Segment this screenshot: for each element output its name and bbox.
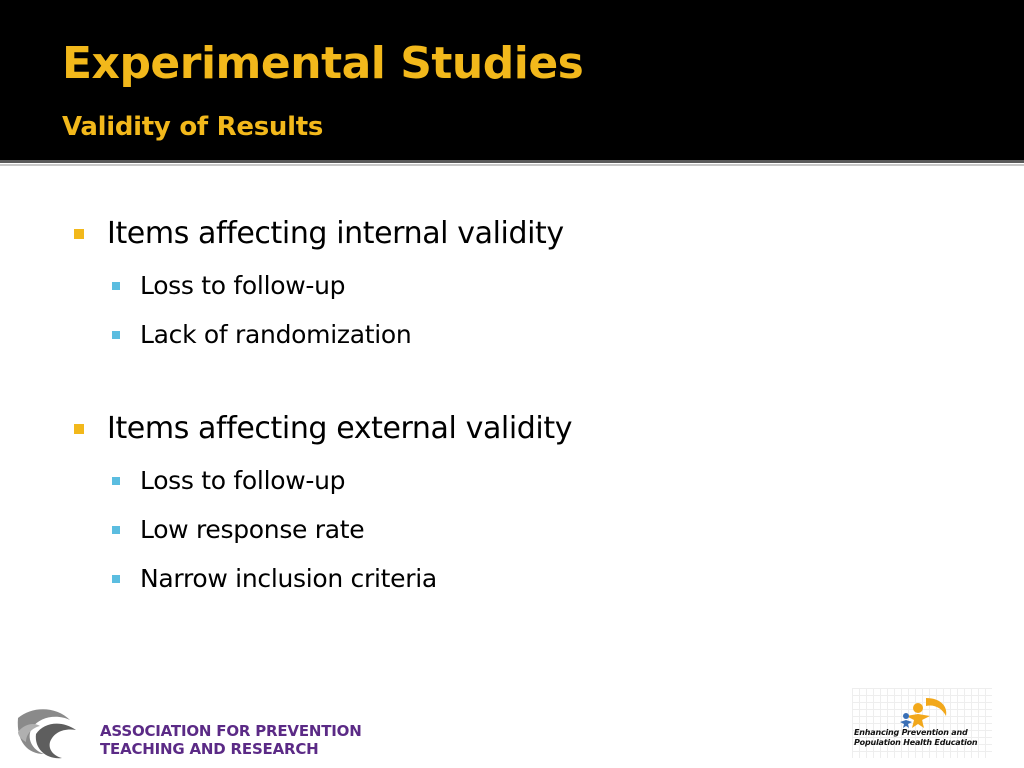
sub-bullet-marker (112, 282, 120, 290)
sub-bullet-marker (112, 575, 120, 583)
sub-bullet-item: Narrow inclusion criteria (140, 564, 437, 593)
eppe-tagline-line2: Population Health Education (854, 738, 978, 747)
sub-bullet-marker (112, 477, 120, 485)
slide-title: Experimental Studies (62, 38, 584, 89)
eppe-logo: Enhancing Prevention and Population Heal… (852, 688, 992, 758)
sub-bullet-marker (112, 331, 120, 339)
bullet-internal-validity: Items affecting internal validity (107, 216, 564, 251)
title-bar: Experimental Studies Validity of Results (0, 0, 1024, 160)
aptr-name-line2: TEACHING AND RESEARCH (100, 740, 319, 758)
aptr-name-line1: ASSOCIATION FOR PREVENTION (100, 722, 362, 740)
bullet-external-validity: Items affecting external validity (107, 411, 573, 446)
people-figures-logo-icon (900, 698, 947, 728)
sub-bullet-marker (112, 526, 120, 534)
slide-subtitle: Validity of Results (62, 112, 324, 142)
sub-bullet-item: Loss to follow-up (140, 271, 346, 300)
aptr-logo: ASSOCIATION FOR PREVENTION TEACHING AND … (14, 704, 362, 760)
sub-bullet-item: Loss to follow-up (140, 466, 346, 495)
wave-swirl-logo-icon (17, 709, 76, 759)
sub-bullet-item: Low response rate (140, 515, 365, 544)
sub-bullet-item: Lack of randomization (140, 320, 412, 349)
header-divider (0, 160, 1024, 163)
header-divider-light (0, 164, 1024, 166)
eppe-tagline-line1: Enhancing Prevention and (854, 728, 968, 737)
bullet-marker (74, 229, 84, 239)
bullet-marker (74, 424, 84, 434)
